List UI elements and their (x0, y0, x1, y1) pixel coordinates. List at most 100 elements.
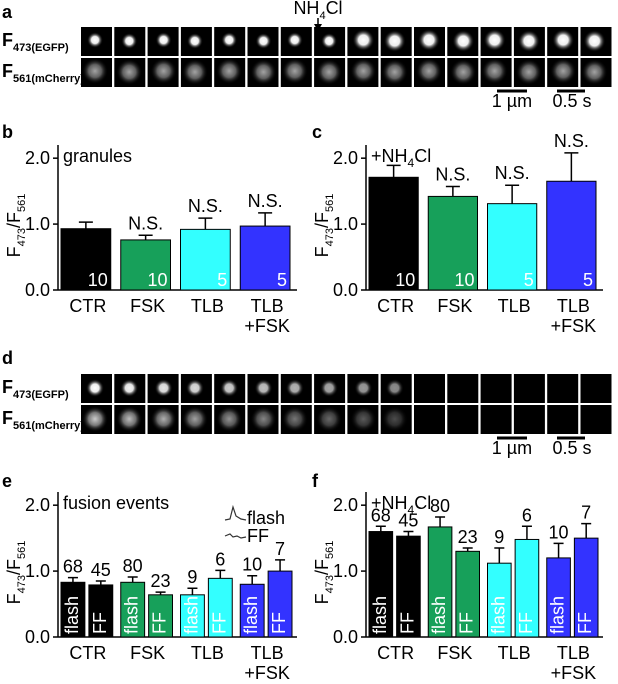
x-tick-label: CTR (377, 643, 414, 663)
text-part: +NH (371, 146, 408, 166)
count-label: 68 (63, 557, 83, 577)
bar (180, 228, 231, 291)
count-label: 10 (242, 555, 262, 575)
image-spot (383, 30, 406, 52)
image-spot (181, 59, 208, 85)
y-tick-label: 0.0 (333, 280, 358, 300)
image-spot (286, 32, 303, 48)
text-line: TLB (251, 643, 284, 663)
image-spot (250, 406, 277, 432)
error-bar (435, 516, 446, 527)
bar-series-label: flash (122, 596, 142, 634)
panel-label: f (312, 471, 319, 491)
error-bar (258, 212, 273, 227)
error-bar (127, 576, 138, 583)
x-tick-label: FSK (437, 643, 472, 663)
count-label: 23 (151, 571, 171, 591)
count-label: 5 (524, 270, 534, 290)
image-spot (452, 30, 475, 52)
y-tick-label: 0.0 (25, 280, 50, 300)
image-spot (181, 406, 208, 432)
error-bar (275, 559, 286, 572)
image-spot (552, 29, 575, 51)
text-part: F (4, 246, 24, 257)
error-bar (494, 547, 505, 564)
text-part: 4 (408, 156, 415, 170)
significance-label: N.S. (188, 196, 223, 216)
count-label: 5 (277, 270, 287, 290)
error-bar (215, 569, 226, 579)
bar-series-label: flash (62, 596, 82, 634)
text-part: /F (312, 212, 332, 228)
row-label: F473(EGFP) (2, 30, 69, 54)
image-spot (216, 406, 243, 432)
text-line: +FSK (551, 316, 597, 336)
text-part: F (2, 377, 13, 397)
bar (487, 203, 538, 291)
error-bar (462, 547, 473, 552)
image-spot (385, 379, 404, 397)
x-tick-label: FSK (437, 296, 472, 316)
text-part: +NH (371, 493, 408, 513)
x-tick-label: TLB (191, 643, 224, 663)
text-part: Cl (326, 0, 343, 18)
scale-label: 0.5 s (552, 91, 591, 111)
image-spot (352, 29, 375, 51)
bar-series-label: FF (150, 612, 170, 634)
event-arrow-head (314, 24, 322, 31)
image-spot (82, 406, 108, 432)
error-bar (505, 184, 520, 204)
x-tick-label: TLB (498, 643, 531, 663)
error-bar (198, 217, 213, 230)
y-axis-label: F473/F561 (4, 194, 28, 258)
image-frame (580, 374, 612, 403)
image-spot (354, 379, 373, 397)
row-label: F561(mCherry) (2, 61, 84, 85)
count-label: 9 (187, 567, 197, 587)
image-frame (414, 374, 445, 403)
error-bar (95, 580, 106, 585)
image-spot (154, 379, 173, 397)
x-tick-label: TLB +FSK (244, 643, 290, 683)
count-label: 5 (217, 270, 227, 290)
text-line: FSK (437, 296, 472, 316)
text-part: 473 (16, 228, 28, 246)
image-frame (547, 405, 579, 434)
count-label: 68 (371, 505, 391, 525)
text-part: F (2, 30, 13, 50)
image-spot (416, 58, 442, 84)
count-label: 45 (91, 560, 111, 580)
image-spot (418, 29, 440, 51)
text-line: FSK (130, 643, 165, 663)
error-bar (386, 164, 401, 178)
text-line: CTR (69, 296, 106, 316)
image-spot (254, 379, 273, 397)
legend-label: flash (247, 508, 285, 528)
image-spot (150, 406, 177, 432)
count-label: 23 (458, 527, 478, 547)
count-label: 10 (88, 270, 108, 290)
text-line: TLB (557, 296, 590, 316)
count-label: 6 (215, 549, 225, 569)
error-bar (445, 185, 460, 197)
text-part: Cl (414, 146, 431, 166)
text-line: +FSK (551, 663, 597, 683)
bar (427, 195, 478, 291)
image-spot (350, 406, 377, 432)
x-tick-label: TLB +FSK (551, 296, 597, 336)
image-frame (513, 405, 545, 434)
error-bar (187, 587, 198, 595)
image-spot (350, 58, 377, 84)
text-part: 561(mCherry) (13, 420, 84, 432)
error-bar (67, 576, 78, 583)
bar-series-label: FF (575, 612, 595, 634)
text-part: NH (293, 0, 319, 18)
y-tick-label: 2.0 (333, 148, 358, 168)
image-spot (285, 379, 304, 397)
y-tick-label: 0.0 (25, 627, 50, 647)
x-tick-label: TLB (191, 296, 224, 316)
y-tick-label: 2.0 (25, 148, 50, 168)
legend-label: FF (247, 526, 269, 546)
image-frame (480, 374, 512, 403)
y-axis-label: F473/F561 (4, 541, 28, 605)
